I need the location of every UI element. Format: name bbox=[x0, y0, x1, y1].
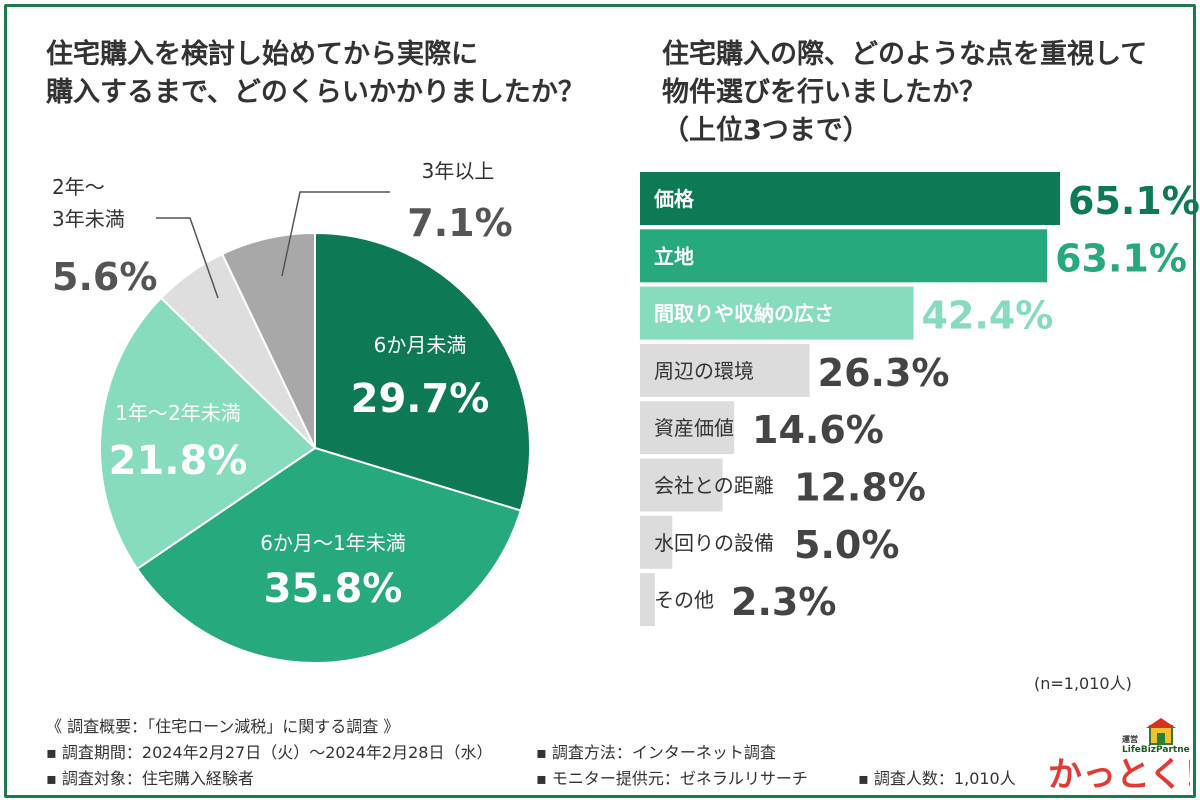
pie-value-slice-2y-3y: 5.6% bbox=[52, 255, 157, 299]
survey-count: ▪ 調査人数：1,010人 bbox=[858, 769, 1016, 788]
bar-5 bbox=[640, 458, 723, 512]
pie-value-slice-6m-1y: 35.8% bbox=[264, 566, 403, 612]
bar-value-4: 14.6% bbox=[752, 408, 884, 452]
bar-question-line-3: （上位3つまで） bbox=[662, 115, 870, 146]
bar-1 bbox=[640, 229, 1048, 283]
pie-label-slice-3y-plus: 3年以上 bbox=[422, 159, 495, 183]
bar-label-2: 間取りや収納の広さ bbox=[654, 302, 834, 326]
leader-line-3y-plus bbox=[281, 191, 390, 277]
bar-label-5: 会社との距離 bbox=[654, 474, 774, 498]
bar-label-1: 立地 bbox=[654, 244, 694, 268]
bar-0 bbox=[640, 172, 1060, 225]
bar-value-5: 12.8% bbox=[794, 466, 926, 510]
survey-overview: 《 調査概要：「住宅ローン減税」に関する調査 》 bbox=[46, 717, 400, 736]
bar-value-6: 5.0% bbox=[794, 523, 899, 567]
bar-chart: 価格 65.1% 立地 63.1% 間取りや収納の広さ 42.4% 周辺の環境 26.3% 資産… bbox=[640, 172, 1200, 627]
bar-label-0: 価格 bbox=[653, 187, 695, 211]
sample-size: (n=1,010人) bbox=[1034, 674, 1132, 693]
bar-question-line-2: 物件選びを行いましたか？ bbox=[662, 77, 986, 108]
pie-chart: 6か月未満 29.7% 6か月～1年未満 35.8% 1年～2年未満 21.8% 2年～ 3年… bbox=[52, 159, 531, 664]
bar-question-title: 住宅購入の際、どのような点を重視して 物件選びを行いましたか？ （上位3つまで） bbox=[662, 36, 1147, 150]
pie-slice-6m-1y bbox=[135, 446, 522, 664]
pie-label-slice-2y-3y-line1: 2年～ bbox=[52, 175, 105, 199]
page-frame bbox=[4, 4, 1196, 798]
logo-small-text: 運営 bbox=[1122, 734, 1138, 744]
pie-question-title: 住宅購入を検討し始めてから実際に 購入するまで、どのくらいかかりましたか？ bbox=[46, 36, 585, 112]
bar-value-7: 2.3% bbox=[731, 580, 836, 624]
pie-label-slice-1y-2y: 1年～2年未満 bbox=[115, 401, 240, 425]
survey-period: ▪ 調査期間：2024年2月27日（火）～2024年2月28日（水） bbox=[46, 743, 493, 762]
pie-label-slice-6m: 6か月未満 bbox=[374, 333, 467, 357]
leader-line-2y-3y bbox=[156, 217, 219, 299]
pie-slice-6m bbox=[314, 231, 531, 512]
survey-target: ▪ 調査対象：住宅購入経験者 bbox=[46, 769, 254, 788]
brand-logo: 運営 LifeBizPartners かっとく！ bbox=[1047, 718, 1190, 794]
pie-label-slice-6m-1y: 6か月～1年未満 bbox=[260, 531, 405, 555]
pie-question-line-2: 購入するまで、どのくらいかかりましたか？ bbox=[46, 77, 585, 108]
survey-method: ▪ 調査方法：インターネット調査 bbox=[536, 743, 776, 762]
pie-value-slice-6m: 29.7% bbox=[351, 376, 490, 422]
bar-7 bbox=[640, 573, 655, 627]
bar-6 bbox=[640, 515, 673, 569]
bar-value-1: 63.1% bbox=[1055, 236, 1187, 280]
bar-value-2: 42.4% bbox=[922, 294, 1054, 338]
pie-question-line-1: 住宅購入を検討し始めてから実際に bbox=[46, 39, 478, 70]
pie-label-slice-2y-3y-line2: 3年未満 bbox=[52, 207, 125, 231]
bar-label-7: その他 bbox=[654, 588, 714, 612]
bar-value-0: 65.1% bbox=[1068, 179, 1200, 223]
pie-value-slice-1y-2y: 21.8% bbox=[109, 438, 248, 484]
pie-value-slice-3y-plus: 7.1% bbox=[407, 201, 512, 245]
survey-monitor: ▪ モニター提供元：ゼネラルリサーチ bbox=[536, 769, 808, 788]
bar-2 bbox=[640, 286, 914, 340]
pie-slice-1y-2y bbox=[99, 296, 317, 571]
house-icon bbox=[1146, 718, 1176, 745]
logo-brand: LifeBizPartners bbox=[1122, 745, 1190, 755]
bar-label-6: 水回りの設備 bbox=[654, 531, 774, 555]
bar-label-4: 資産価値 bbox=[654, 416, 734, 440]
pie-slice-3y-plus bbox=[220, 231, 316, 449]
survey-info: 《 調査概要：「住宅ローン減税」に関する調査 》 ▪ 調査期間：2024年2月2… bbox=[46, 716, 1046, 796]
logo-main: かっとく！ bbox=[1048, 755, 1190, 794]
bar-3 bbox=[640, 343, 810, 397]
bar-value-3: 26.3% bbox=[818, 351, 950, 395]
bar-4 bbox=[640, 401, 735, 455]
bar-label-3: 周辺の環境 bbox=[654, 359, 754, 383]
bar-question-line-1: 住宅購入の際、どのような点を重視して bbox=[662, 39, 1148, 70]
